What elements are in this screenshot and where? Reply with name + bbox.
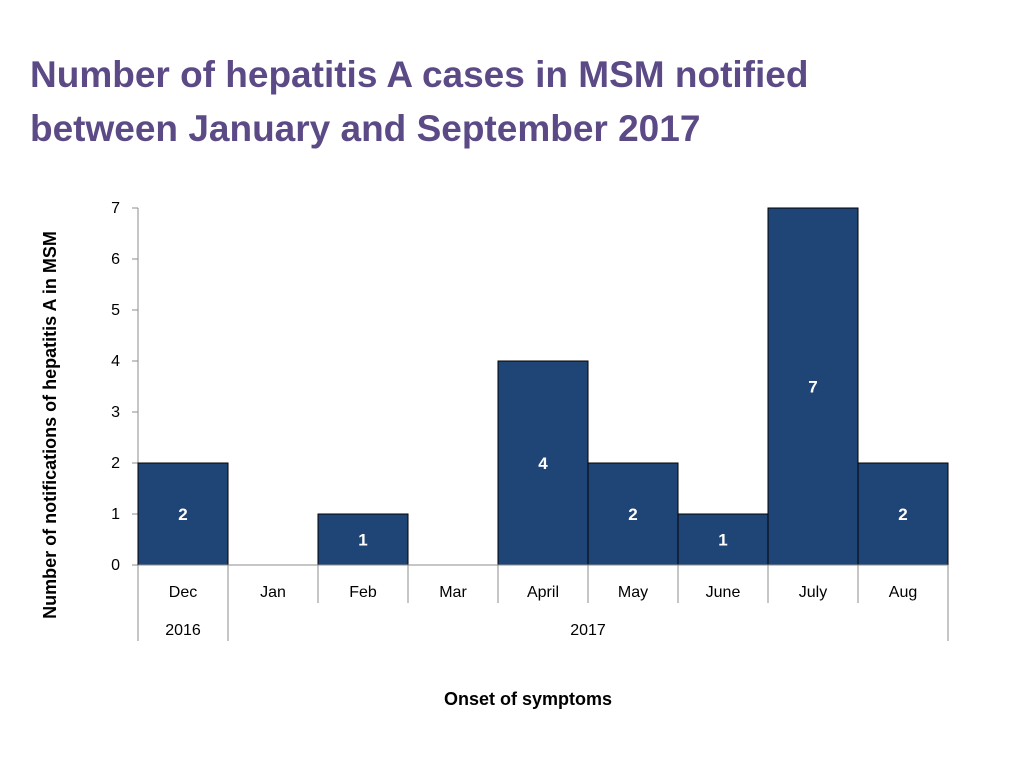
y-tick-label: 4 — [111, 353, 120, 370]
data-label: 4 — [538, 454, 548, 473]
data-label: 1 — [718, 531, 727, 550]
y-tick-label: 1 — [111, 506, 120, 523]
y-tick-label: 3 — [111, 404, 120, 421]
x-category-label: Aug — [889, 584, 917, 601]
bar — [317, 513, 409, 566]
bar — [587, 462, 679, 566]
x-category-label: June — [706, 584, 741, 601]
y-axis: 0 1 2 3 4 5 6 7 — [111, 200, 139, 574]
bar — [767, 207, 859, 566]
x-category-label: Mar — [439, 584, 467, 601]
bar — [497, 360, 589, 566]
data-label: 2 — [898, 505, 907, 524]
data-label: 1 — [358, 531, 367, 550]
x-category-label: April — [527, 584, 559, 601]
bars — [137, 207, 949, 566]
chart-title-line-2: between January and September 2017 — [30, 108, 701, 149]
y-tick-label: 6 — [111, 251, 120, 268]
chart-title-line-1: Number of hepatitis A cases in MSM notif… — [30, 54, 809, 95]
x-category-label: Feb — [349, 584, 377, 601]
x-category-label: May — [618, 584, 648, 601]
bar — [857, 462, 949, 566]
bar — [137, 462, 229, 566]
x-axis: Dec Jan Feb Mar April May June July Aug 2016 2017 — [137, 564, 949, 641]
bar-labels: 2 1 4 2 1 7 2 — [178, 378, 907, 550]
y-tick-label: 2 — [111, 455, 120, 472]
y-tick-label: 5 — [111, 302, 120, 319]
x-category-label: Dec — [169, 584, 197, 601]
data-label: 2 — [178, 505, 187, 524]
y-tick-label: 7 — [111, 200, 120, 217]
x-axis-title: Onset of symptoms — [444, 689, 612, 709]
year-label: 2016 — [165, 622, 201, 639]
chart-title: Number of hepatitis A cases in MSM notif… — [30, 48, 990, 156]
year-label: 2017 — [570, 622, 606, 639]
data-label: 7 — [808, 378, 817, 397]
data-label: 2 — [628, 505, 637, 524]
y-axis-title: Number of notifications of hepatitis A i… — [40, 231, 60, 619]
x-category-label: July — [799, 584, 827, 601]
y-tick-label: 0 — [111, 557, 120, 574]
x-category-label: Jan — [260, 584, 286, 601]
